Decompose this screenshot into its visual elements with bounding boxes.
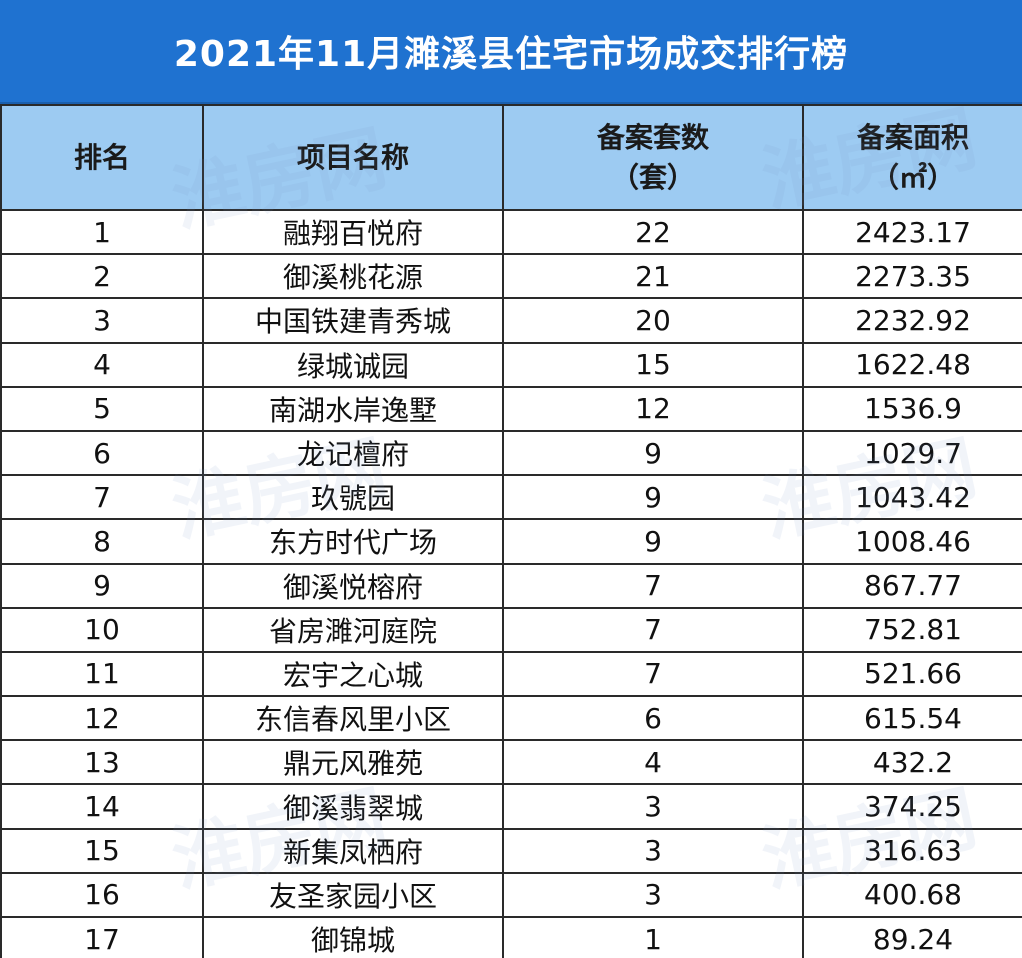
table-row: 3 中国铁建青秀城 20 2232.92 <box>0 297 1022 344</box>
cell-units: 3 <box>502 827 804 874</box>
table-row: 11 宏宇之心城 7 521.66 <box>0 650 1022 698</box>
cell-area: 2232.92 <box>802 297 1022 344</box>
cell-project: 南湖水岸逸墅 <box>202 385 504 432</box>
cell-rank: 17 <box>0 915 204 958</box>
table-row: 5 南湖水岸逸墅 12 1536.9 <box>0 385 1022 432</box>
cell-rank: 3 <box>0 297 204 344</box>
header-area-line1: 备案面积 <box>856 120 969 154</box>
header-units-line2: （套） <box>610 160 695 194</box>
cell-project: 东方时代广场 <box>202 518 504 565</box>
cell-area: 400.68 <box>802 871 1022 919</box>
cell-units: 4 <box>502 739 804 786</box>
table-header-row: 排名 项目名称 备案套数 （套） 备案面积 （㎡） <box>0 104 1022 211</box>
cell-rank: 12 <box>0 695 204 742</box>
ranking-table: 排名 项目名称 备案套数 （套） 备案面积 （㎡） 1 融翔百悦府 22 2423.1… <box>0 104 1022 958</box>
table-row: 14 御溪翡翠城 3 374.25 <box>0 783 1022 830</box>
cell-units: 22 <box>502 208 804 256</box>
cell-rank: 7 <box>0 474 204 521</box>
cell-rank: 11 <box>0 650 204 698</box>
table-row: 6 龙记檀府 9 1029.7 <box>0 429 1022 477</box>
header-area-line2: （㎡） <box>870 160 955 194</box>
cell-area: 615.54 <box>802 695 1022 742</box>
cell-rank: 14 <box>0 783 204 830</box>
header-units-line1: 备案套数 <box>596 120 709 154</box>
cell-units: 9 <box>502 474 804 521</box>
cell-project: 友圣家园小区 <box>202 871 504 919</box>
cell-units: 7 <box>502 562 804 609</box>
table-row: 7 玖號园 9 1043.42 <box>0 474 1022 521</box>
table-body: 1 融翔百悦府 22 2423.17 2 御溪桃花源 21 2273.35 3 中国铁建青秀城 20… <box>0 208 1022 958</box>
cell-area: 1008.46 <box>802 518 1022 565</box>
cell-area: 432.2 <box>802 739 1022 786</box>
table-row: 1 融翔百悦府 22 2423.17 <box>0 208 1022 256</box>
cell-units: 7 <box>502 650 804 698</box>
cell-area: 521.66 <box>802 650 1022 698</box>
cell-area: 2273.35 <box>802 253 1022 300</box>
cell-project: 御锦城 <box>202 915 504 958</box>
cell-rank: 8 <box>0 518 204 565</box>
cell-units: 9 <box>502 429 804 477</box>
cell-area: 752.81 <box>802 606 1022 653</box>
cell-area: 2423.17 <box>802 208 1022 256</box>
cell-area: 1029.7 <box>802 429 1022 477</box>
table-row: 12 东信春风里小区 6 615.54 <box>0 695 1022 742</box>
cell-area: 1622.48 <box>802 341 1022 388</box>
cell-project: 宏宇之心城 <box>202 650 504 698</box>
table-row: 8 东方时代广场 9 1008.46 <box>0 518 1022 565</box>
cell-area: 316.63 <box>802 827 1022 874</box>
cell-units: 9 <box>502 518 804 565</box>
cell-project: 龙记檀府 <box>202 429 504 477</box>
cell-units: 6 <box>502 695 804 742</box>
cell-rank: 5 <box>0 385 204 432</box>
table-row: 13 鼎元风雅苑 4 432.2 <box>0 739 1022 786</box>
cell-project: 省房濉河庭院 <box>202 606 504 653</box>
cell-units: 21 <box>502 253 804 300</box>
cell-units: 12 <box>502 385 804 432</box>
table-row: 16 友圣家园小区 3 400.68 <box>0 871 1022 919</box>
table-row: 15 新集凤栖府 3 316.63 <box>0 827 1022 874</box>
cell-rank: 2 <box>0 253 204 300</box>
cell-project: 御溪翡翠城 <box>202 783 504 830</box>
table-row: 9 御溪悦榕府 7 867.77 <box>0 562 1022 609</box>
cell-area: 867.77 <box>802 562 1022 609</box>
cell-project: 御溪桃花源 <box>202 253 504 300</box>
header-project: 项目名称 <box>202 104 504 211</box>
cell-rank: 9 <box>0 562 204 609</box>
page-title: 2021年11月濉溪县住宅市场成交排行榜 <box>0 0 1022 104</box>
cell-units: 3 <box>502 871 804 919</box>
cell-project: 新集凤栖府 <box>202 827 504 874</box>
cell-units: 3 <box>502 783 804 830</box>
cell-rank: 13 <box>0 739 204 786</box>
cell-area: 1043.42 <box>802 474 1022 521</box>
cell-project: 鼎元风雅苑 <box>202 739 504 786</box>
cell-project: 东信春风里小区 <box>202 695 504 742</box>
cell-units: 15 <box>502 341 804 388</box>
cell-rank: 16 <box>0 871 204 919</box>
table-row: 2 御溪桃花源 21 2273.35 <box>0 253 1022 300</box>
cell-area: 1536.9 <box>802 385 1022 432</box>
header-area: 备案面积 （㎡） <box>802 104 1022 211</box>
header-rank: 排名 <box>0 104 204 211</box>
cell-units: 7 <box>502 606 804 653</box>
cell-rank: 10 <box>0 606 204 653</box>
cell-project: 御溪悦榕府 <box>202 562 504 609</box>
cell-project: 融翔百悦府 <box>202 208 504 256</box>
cell-units: 20 <box>502 297 804 344</box>
cell-project: 中国铁建青秀城 <box>202 297 504 344</box>
cell-area: 374.25 <box>802 783 1022 830</box>
header-units: 备案套数 （套） <box>502 104 804 211</box>
cell-project: 玖號园 <box>202 474 504 521</box>
table-row: 4 绿城诚园 15 1622.48 <box>0 341 1022 388</box>
cell-rank: 15 <box>0 827 204 874</box>
cell-project: 绿城诚园 <box>202 341 504 388</box>
cell-rank: 1 <box>0 208 204 256</box>
cell-area: 89.24 <box>802 915 1022 958</box>
table-row: 10 省房濉河庭院 7 752.81 <box>0 606 1022 653</box>
cell-rank: 4 <box>0 341 204 388</box>
cell-rank: 6 <box>0 429 204 477</box>
cell-units: 1 <box>502 915 804 958</box>
table-row: 17 御锦城 1 89.24 <box>0 915 1022 958</box>
